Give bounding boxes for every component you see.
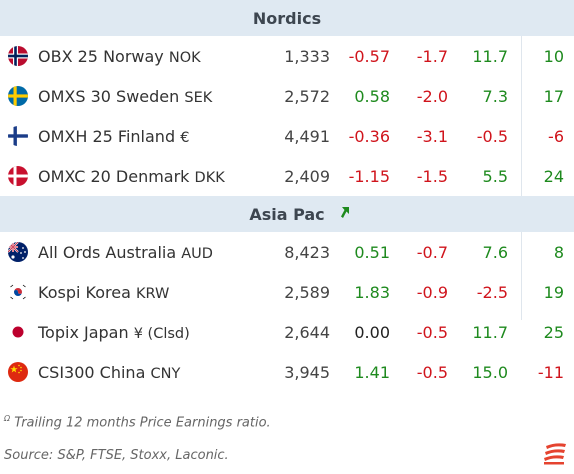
ytd-change-value: 15.0 [472,362,508,382]
section-nordics: OBX 25 Norway NOK 1,333 -0.57 -1.7 11.7 10 OMX… [0,36,574,196]
daily-change-value: -1.15 [348,166,390,186]
footnote: Ω Trailing 12 months Price Earnings rati… [4,414,271,430]
daily-change-value: -0.57 [348,46,390,66]
table-row: All Ords Australia AUD 8,423 0.51 -0.7 7.6 8 [0,232,574,272]
section-asia-pac: All Ords Australia AUD 8,423 0.51 -0.7 7.6 8 K… [0,232,574,392]
column-divider [521,0,522,320]
index-name: OMXC 20 Denmark [38,166,190,186]
daily-change-value: 1.83 [354,282,390,302]
cursor-arrow-icon [341,207,349,218]
index-level-value: 4,491 [284,126,330,146]
australia-flag-icon [8,242,28,262]
index-name-cell: Topix Japan ¥ (Clsd) [38,323,270,342]
currency-label: DKK [194,169,225,186]
weekly-change-value: -0.5 [416,322,448,342]
pe-ratio-value: -11 [537,362,564,382]
weekly-change-value: -0.9 [416,282,448,302]
section-header-nordics: Nordics [0,0,574,36]
index-name: Topix Japan [38,322,129,342]
index-level-value: 2,589 [284,282,330,302]
index-name: OMXS 30 Sweden [38,86,180,106]
laconic-logo-icon [544,443,566,465]
source-note: Source: S&P, FTSE, Stoxx, Laconic. [4,448,229,463]
section-header-asia-pac: Asia Pac [0,196,574,232]
table-row: OMXH 25 Finland €4,491 -0.36 -3.1 -0.5 -6 [0,116,574,156]
ytd-change-value: 11.7 [472,322,508,342]
index-level-value: 3,945 [284,362,330,382]
section-title: Nordics [252,8,322,28]
china-flag-icon [8,362,28,382]
footnote-marker: Ω [4,414,11,423]
currency-label: CNY [150,365,181,382]
index-level-value: 1,333 [284,46,330,66]
index-name-cell: OMXH 25 Finland € [38,127,270,146]
table-row: OBX 25 Norway NOK 1,333 -0.57 -1.7 11.7 10 [0,36,574,76]
weekly-change-value: -1.7 [416,46,448,66]
denmark-flag-icon [8,166,28,186]
finland-flag-icon [8,126,28,146]
pe-ratio-value: 19 [543,282,564,302]
currency-label: ¥ (Clsd) [133,325,190,342]
index-name: OBX 25 Norway [38,46,164,66]
index-level-value: 2,409 [284,166,330,186]
pe-ratio-value: 8 [553,242,564,262]
index-level-value: 8,423 [284,242,330,262]
currency-label: € [180,129,190,146]
daily-change-value: 0.58 [354,86,390,106]
ytd-change-value: -0.5 [476,126,508,146]
weekly-change-value: -1.5 [416,166,448,186]
index-name-cell: OMXC 20 Denmark DKK [38,167,270,186]
japan-flag-icon [8,322,28,342]
ytd-change-value: -2.5 [476,282,508,302]
currency-label: SEK [184,89,213,106]
index-name: OMXH 25 Finland [38,126,176,146]
index-name-cell: OMXS 30 Sweden SEK [38,87,270,106]
table-row: CSI300 China CNY 3,945 1.41 -0.5 15.0 -11 [0,352,574,392]
table-row: Topix Japan ¥ (Clsd) 2,644 0.00 -0.5 11.7 25 [0,312,574,352]
sweden-flag-icon [8,86,28,106]
weekly-change-value: -0.7 [416,242,448,262]
pe-ratio-value: 10 [543,46,564,66]
ytd-change-value: 11.7 [472,46,508,66]
korea-flag-icon [8,282,28,302]
ytd-change-value: 7.3 [482,86,508,106]
index-name-cell: OBX 25 Norway NOK [38,47,270,66]
index-name-cell: CSI300 China CNY [38,363,270,382]
index-name: Kospi Korea [38,282,131,302]
daily-change-value: 0.00 [354,322,390,342]
pe-ratio-value: -6 [548,126,564,146]
weekly-change-value: -3.1 [416,126,448,146]
ytd-change-value: 7.6 [482,242,508,262]
index-name: CSI300 China [38,362,146,382]
norway-flag-icon [8,46,28,66]
daily-change-value: -0.36 [348,126,390,146]
footnote-text: Trailing 12 months Price Earnings ratio. [14,415,271,431]
index-level-value: 2,572 [284,86,330,106]
currency-label: AUD [181,245,213,262]
weekly-change-value: -2.0 [416,86,448,106]
section-title: Asia Pac [249,204,325,224]
currency-label: KRW [135,285,170,302]
weekly-change-value: -0.5 [416,362,448,382]
table-row: OMXS 30 Sweden SEK 2,572 0.58 -2.0 7.3 17 [0,76,574,116]
index-level-value: 2,644 [284,322,330,342]
pe-ratio-value: 24 [543,166,564,186]
index-name: All Ords Australia [38,242,177,262]
ytd-change-value: 5.5 [482,166,508,186]
table-row: Kospi Korea KRW 2,589 1.83 -0.9 -2.5 19 [0,272,574,312]
daily-change-value: 0.51 [354,242,390,262]
index-name-cell: All Ords Australia AUD [38,243,270,262]
index-name-cell: Kospi Korea KRW [38,283,270,302]
currency-label: NOK [168,49,201,66]
table-row: OMXC 20 Denmark DKK 2,409 -1.15 -1.5 5.5 24 [0,156,574,196]
pe-ratio-value: 25 [543,322,564,342]
pe-ratio-value: 17 [543,86,564,106]
daily-change-value: 1.41 [354,362,390,382]
